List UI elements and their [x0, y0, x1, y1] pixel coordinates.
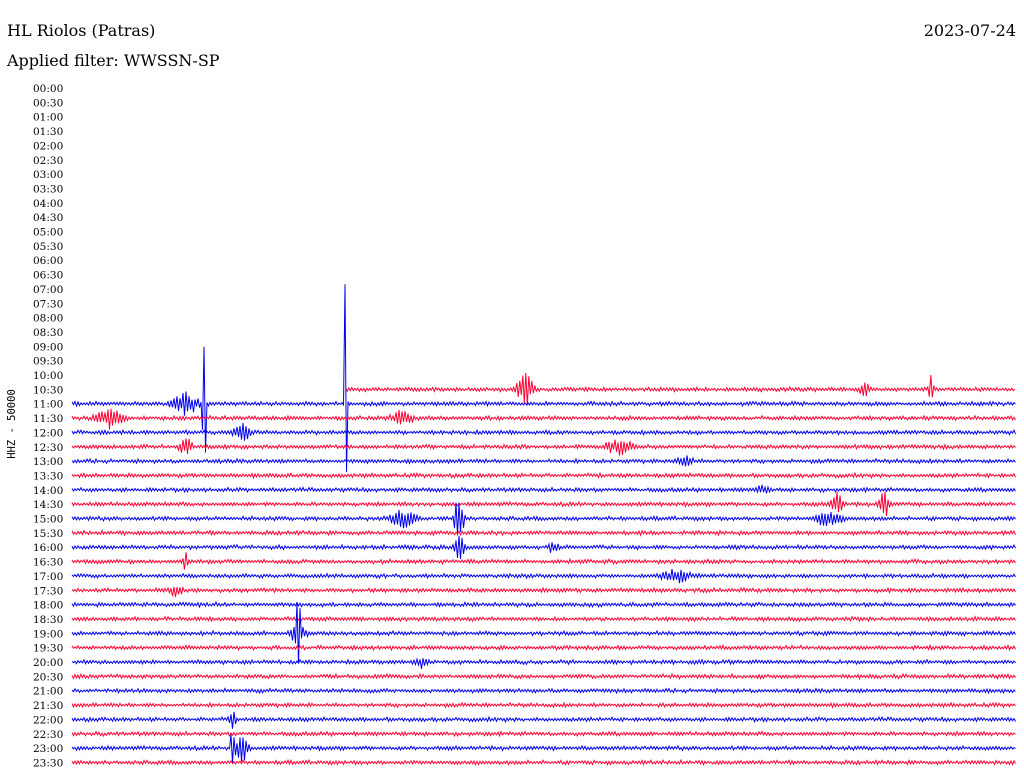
trace-line — [71, 711, 1016, 729]
time-tick-label: 17:00 — [33, 571, 63, 583]
time-tick-label: 19:00 — [33, 628, 63, 640]
trace-line — [71, 438, 1016, 456]
time-tick-label: 12:30 — [33, 442, 63, 454]
time-tick-labels: 00:00 00:30 01:00 01:30 02:00 02:30 03:00 03:30… — [33, 83, 63, 769]
time-tick-label: 03:00 — [33, 169, 63, 181]
trace-line — [71, 657, 1016, 669]
filter-label: Applied filter: WWSSN-SP — [6, 51, 220, 70]
time-tick-label: 01:00 — [33, 112, 63, 124]
time-tick-label: 04:00 — [33, 198, 63, 210]
trace-line — [71, 672, 1016, 681]
trace-line — [71, 502, 1016, 536]
trace-line — [345, 372, 1016, 406]
time-tick-label: 13:30 — [33, 470, 63, 482]
trace-line — [71, 701, 1016, 709]
trace-line — [71, 730, 1016, 738]
time-tick-label: 18:00 — [33, 600, 63, 612]
trace-line — [71, 602, 1016, 664]
time-tick-label: 02:00 — [33, 140, 63, 152]
time-tick-label: 17:30 — [33, 585, 63, 597]
trace-line — [71, 552, 1016, 570]
time-tick-label: 15:30 — [33, 528, 63, 540]
time-tick-label: 09:30 — [33, 356, 63, 368]
time-tick-label: 16:00 — [33, 542, 63, 554]
time-tick-label: 19:30 — [33, 643, 63, 655]
y-axis-label: HHZ - 50000 — [6, 389, 18, 459]
time-tick-label: 10:30 — [33, 384, 63, 396]
time-tick-label: 21:00 — [33, 686, 63, 698]
date-label: 2023-07-24 — [924, 21, 1016, 40]
trace-line — [71, 734, 1016, 764]
trace-line — [71, 471, 1016, 480]
time-tick-label: 08:30 — [33, 327, 63, 339]
time-tick-label: 00:00 — [33, 83, 63, 95]
time-tick-label: 18:30 — [33, 614, 63, 626]
time-tick-label: 06:00 — [33, 255, 63, 267]
time-tick-label: 04:30 — [33, 212, 63, 224]
station-title: HL Riolos (Patras) — [7, 21, 155, 40]
time-tick-label: 21:30 — [33, 700, 63, 712]
time-tick-label: 23:30 — [33, 757, 63, 769]
trace-line — [71, 455, 1016, 467]
trace-line — [71, 585, 1016, 598]
trace-line — [71, 491, 1016, 516]
time-tick-label: 22:30 — [33, 729, 63, 741]
time-tick-label: 08:00 — [33, 313, 63, 325]
time-tick-label: 22:00 — [33, 714, 63, 726]
time-tick-label: 14:00 — [33, 485, 63, 497]
trace-line — [71, 568, 1016, 584]
time-tick-label: 01:30 — [33, 126, 63, 138]
time-tick-label: 15:00 — [33, 514, 63, 526]
trace-line — [71, 284, 1016, 472]
time-tick-label: 10:00 — [33, 370, 63, 382]
time-tick-label: 00:30 — [33, 97, 63, 109]
time-tick-label: 11:30 — [33, 413, 63, 425]
time-tick-label: 12:00 — [33, 427, 63, 439]
time-tick-label: 20:00 — [33, 657, 63, 669]
trace-line — [71, 422, 1016, 441]
seismic-traces — [71, 284, 1016, 767]
trace-line — [71, 687, 1016, 695]
time-tick-label: 03:30 — [33, 183, 63, 195]
trace-line — [71, 408, 1016, 430]
time-tick-label: 20:30 — [33, 671, 63, 683]
time-tick-label: 07:30 — [33, 298, 63, 310]
trace-line — [71, 484, 1016, 495]
trace-line — [71, 758, 1016, 767]
trace-line — [71, 615, 1016, 623]
trace-line — [71, 529, 1016, 537]
time-tick-label: 06:30 — [33, 270, 63, 282]
time-tick-label: 16:30 — [33, 557, 63, 569]
time-tick-label: 11:00 — [33, 399, 63, 411]
time-tick-label: 14:30 — [33, 499, 63, 511]
time-tick-label: 07:00 — [33, 284, 63, 296]
time-tick-label: 05:30 — [33, 241, 63, 253]
trace-line — [71, 643, 1016, 652]
trace-line — [71, 600, 1016, 609]
time-tick-label: 09:00 — [33, 341, 63, 353]
time-tick-label: 23:00 — [33, 743, 63, 755]
time-tick-label: 05:00 — [33, 227, 63, 239]
time-tick-label: 13:00 — [33, 456, 63, 468]
trace-line — [71, 535, 1016, 560]
time-tick-label: 02:30 — [33, 155, 63, 167]
